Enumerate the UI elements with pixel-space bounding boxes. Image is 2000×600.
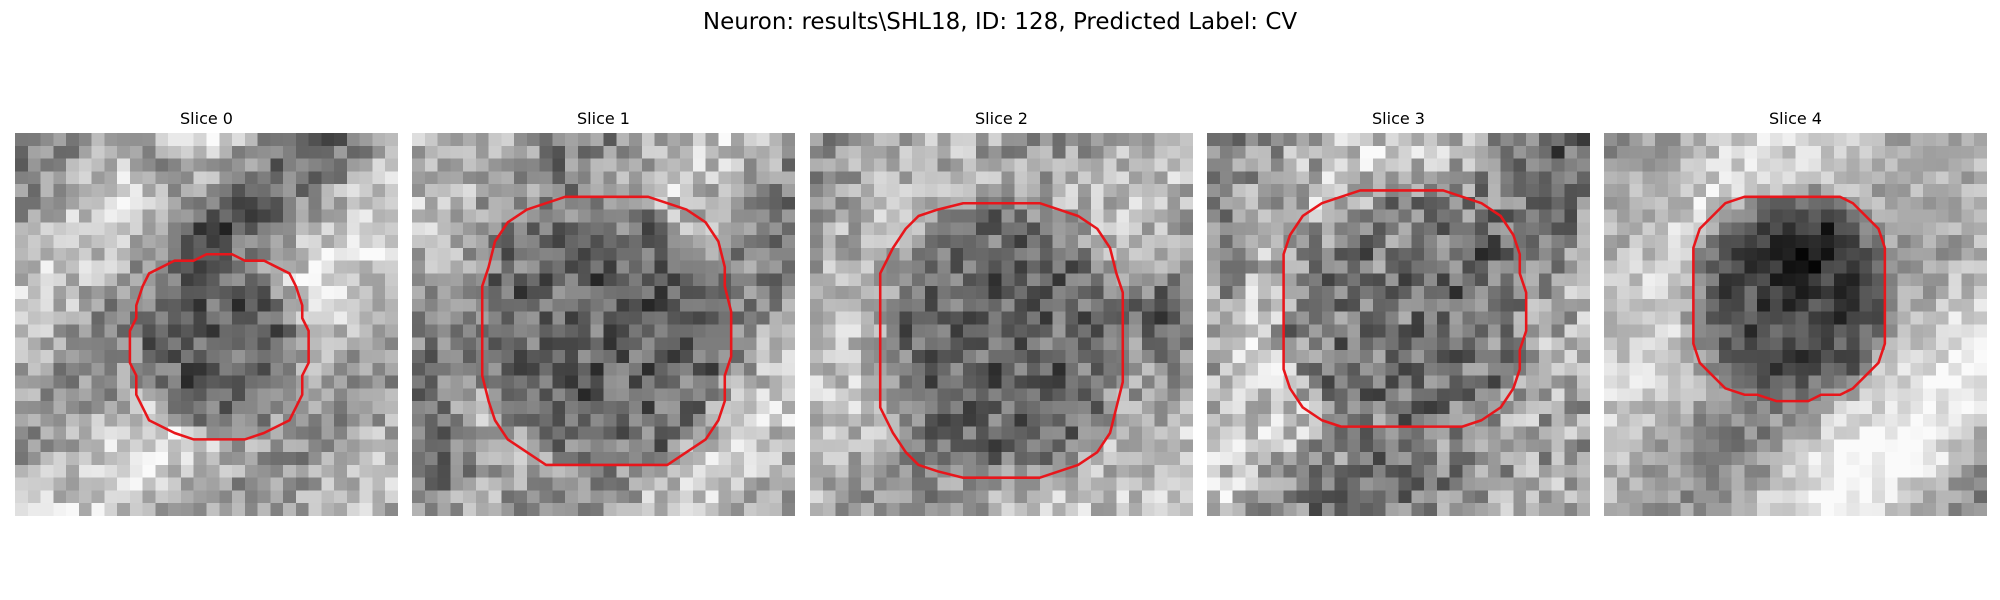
pixel-grid <box>1207 133 1590 516</box>
slice-title-2: Slice 2 <box>975 109 1028 128</box>
figure-title: Neuron: results\SHL18, ID: 128, Predicte… <box>702 9 1298 35</box>
slice-title-4: Slice 4 <box>1769 109 1822 128</box>
slice-title-0: Slice 0 <box>180 109 233 128</box>
segmentation-contour <box>1692 195 1887 403</box>
segmentation-contour <box>128 253 310 441</box>
slice-title-1: Slice 1 <box>577 109 630 128</box>
pixel-grid <box>412 133 795 516</box>
pixel-grid <box>15 133 398 516</box>
slice-title-3: Slice 3 <box>1372 109 1425 128</box>
pixel-grid <box>810 133 1193 516</box>
slice-image-2 <box>810 133 1193 516</box>
pixel-grid <box>1604 133 1987 516</box>
segmentation-contour <box>1282 189 1528 428</box>
slice-image-0 <box>15 133 398 516</box>
slice-panel-4: Slice 4 <box>1604 108 1987 518</box>
slice-panel-3: Slice 3 <box>1207 108 1590 518</box>
slice-image-3 <box>1207 133 1590 516</box>
slice-panel-0: Slice 0 <box>15 108 398 518</box>
segmentation-contour <box>878 201 1125 479</box>
slice-panel-2: Slice 2 <box>810 108 1193 518</box>
slice-panel-1: Slice 1 <box>412 108 795 518</box>
slice-image-4 <box>1604 133 1987 516</box>
segmentation-contour <box>480 195 733 467</box>
slice-image-1 <box>412 133 795 516</box>
